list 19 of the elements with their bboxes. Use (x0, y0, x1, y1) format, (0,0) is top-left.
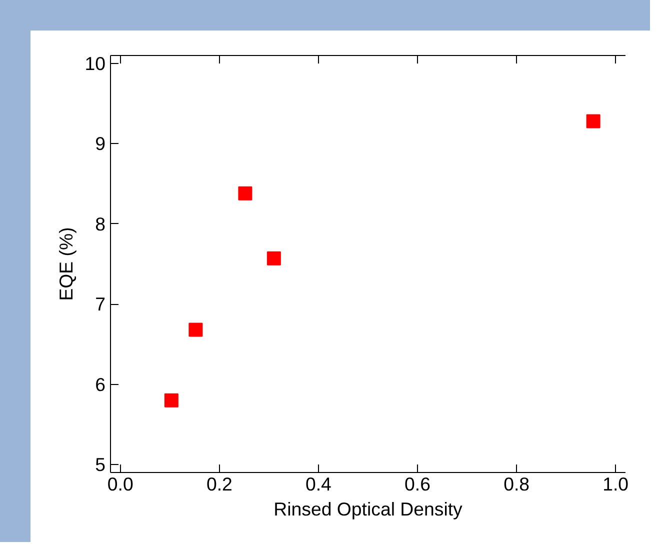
y-tick-label: 5 (95, 454, 106, 475)
x-axis-title: Rinsed Optical Density (274, 498, 464, 520)
point (266, 251, 281, 266)
point (164, 393, 178, 408)
x-tick-label: 0.2 (206, 474, 232, 494)
y-tick-label: 8 (95, 213, 106, 234)
point (238, 186, 252, 200)
point (188, 322, 203, 337)
x-tick-label: 0.8 (504, 474, 530, 494)
x-tick-label: 0.6 (404, 474, 430, 494)
y-tick-label: 10 (84, 53, 106, 74)
x-tick-label: 0.4 (306, 474, 332, 494)
y-axis-title: EQE (%) (56, 227, 77, 301)
y-tick-label: 7 (95, 294, 106, 315)
y-tick-label: 9 (95, 133, 106, 154)
x-tick-label: 0.0 (107, 474, 134, 494)
x-tick-label: 1.0 (602, 474, 629, 494)
y-tick-label: 6 (95, 374, 106, 395)
point (586, 114, 600, 128)
